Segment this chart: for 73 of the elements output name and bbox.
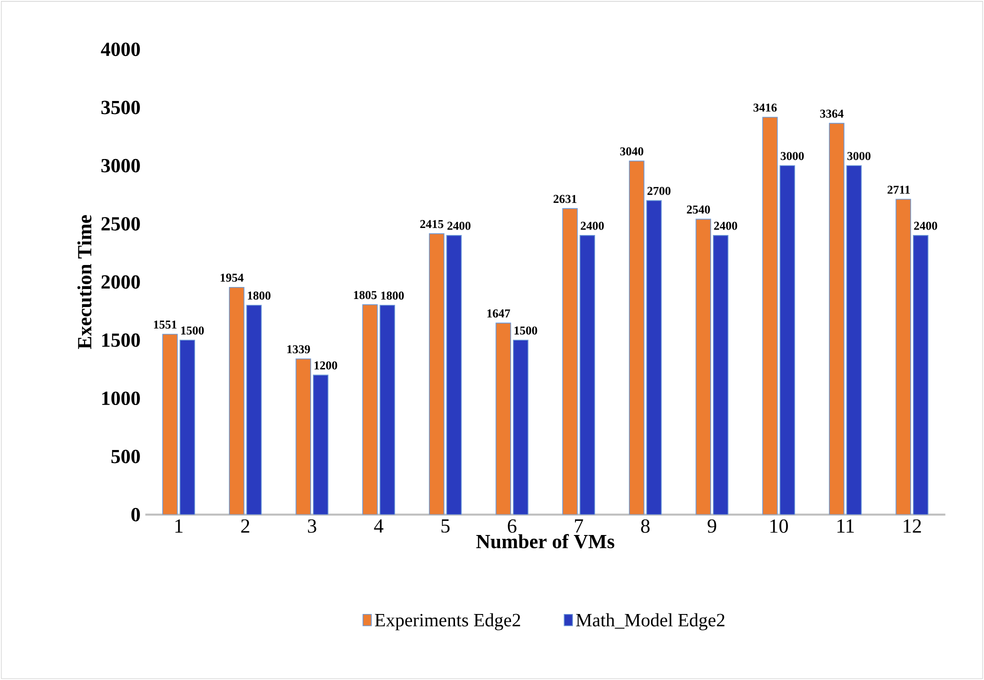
data-label: 3364	[820, 110, 844, 118]
y-tick-label: 1500	[102, 333, 140, 347]
bar	[562, 208, 578, 515]
bar	[362, 304, 378, 515]
bar	[762, 116, 778, 515]
bar	[446, 235, 462, 515]
y-tick-label: 500	[111, 450, 140, 464]
y-tick-label: 3000	[101, 158, 140, 172]
x-tick-label: 1	[175, 519, 182, 533]
y-tick-label: 2500	[101, 217, 140, 231]
bar	[496, 322, 512, 515]
bar	[162, 334, 178, 515]
y-tick-label: 0	[131, 508, 140, 522]
x-tick-label: 4	[374, 519, 384, 533]
bar	[512, 340, 528, 515]
data-label: 3416	[754, 104, 777, 112]
data-label: 2400	[447, 222, 470, 230]
data-label: 2415	[420, 220, 444, 228]
bar	[428, 233, 444, 515]
bar	[646, 200, 662, 515]
bar	[312, 374, 328, 515]
bar	[628, 160, 644, 515]
x-tick-label: 7	[574, 519, 584, 532]
bar	[780, 165, 796, 515]
data-label: 1500	[514, 326, 538, 335]
bar	[246, 304, 262, 515]
y-tick-label: 3500	[101, 100, 140, 114]
data-label: 1647	[487, 309, 510, 318]
data-label: 1800	[248, 292, 270, 300]
data-label: 2631	[554, 194, 576, 203]
bar	[896, 198, 912, 515]
data-label: 1800	[381, 292, 404, 300]
data-label: 1500	[181, 326, 204, 335]
x-tick-label: 10	[770, 519, 788, 533]
x-tick-label: 6	[508, 519, 516, 533]
x-axis-title: Number of VMs	[476, 534, 614, 548]
bar	[380, 304, 396, 515]
data-label: 2540	[686, 205, 710, 214]
data-label: 3000	[847, 152, 870, 160]
bar	[180, 340, 196, 515]
bar	[696, 218, 712, 515]
legend-label: Math_Model Edge2	[576, 613, 724, 630]
y-tick-label: 4000	[100, 42, 140, 56]
y-axis-title: Execution Time	[77, 215, 92, 349]
bar	[828, 122, 844, 515]
bar	[296, 358, 312, 515]
x-tick-label: 12	[904, 519, 921, 533]
y-tick-label: 1000	[102, 392, 140, 406]
data-label: 1551	[154, 320, 176, 329]
data-label: 1954	[220, 274, 244, 282]
legend-label: Experiments Edge2	[374, 613, 520, 630]
data-label: 1339	[287, 345, 310, 354]
data-label: 2700	[647, 186, 670, 195]
x-tick-label: 5	[442, 519, 450, 533]
bar	[912, 235, 928, 515]
x-tick-label: 8	[641, 519, 650, 533]
bar	[712, 235, 728, 515]
bar	[580, 235, 596, 515]
bar	[228, 286, 244, 515]
data-label: 1805	[354, 290, 377, 300]
data-label: 2400	[580, 222, 604, 230]
data-label: 1200	[314, 361, 338, 370]
x-tick-label: 9	[708, 519, 716, 533]
x-tick-label: 3	[308, 519, 316, 533]
data-label: 3000	[780, 152, 804, 160]
x-tick-label: 2	[241, 519, 250, 533]
data-label: 2400	[714, 222, 738, 230]
x-tick-label: 11	[837, 519, 854, 533]
bar	[846, 165, 862, 515]
data-label: 2400	[914, 222, 938, 230]
data-label: 2711	[888, 186, 910, 194]
data-label: 3040	[620, 147, 644, 156]
y-tick-label: 2000	[101, 275, 140, 289]
